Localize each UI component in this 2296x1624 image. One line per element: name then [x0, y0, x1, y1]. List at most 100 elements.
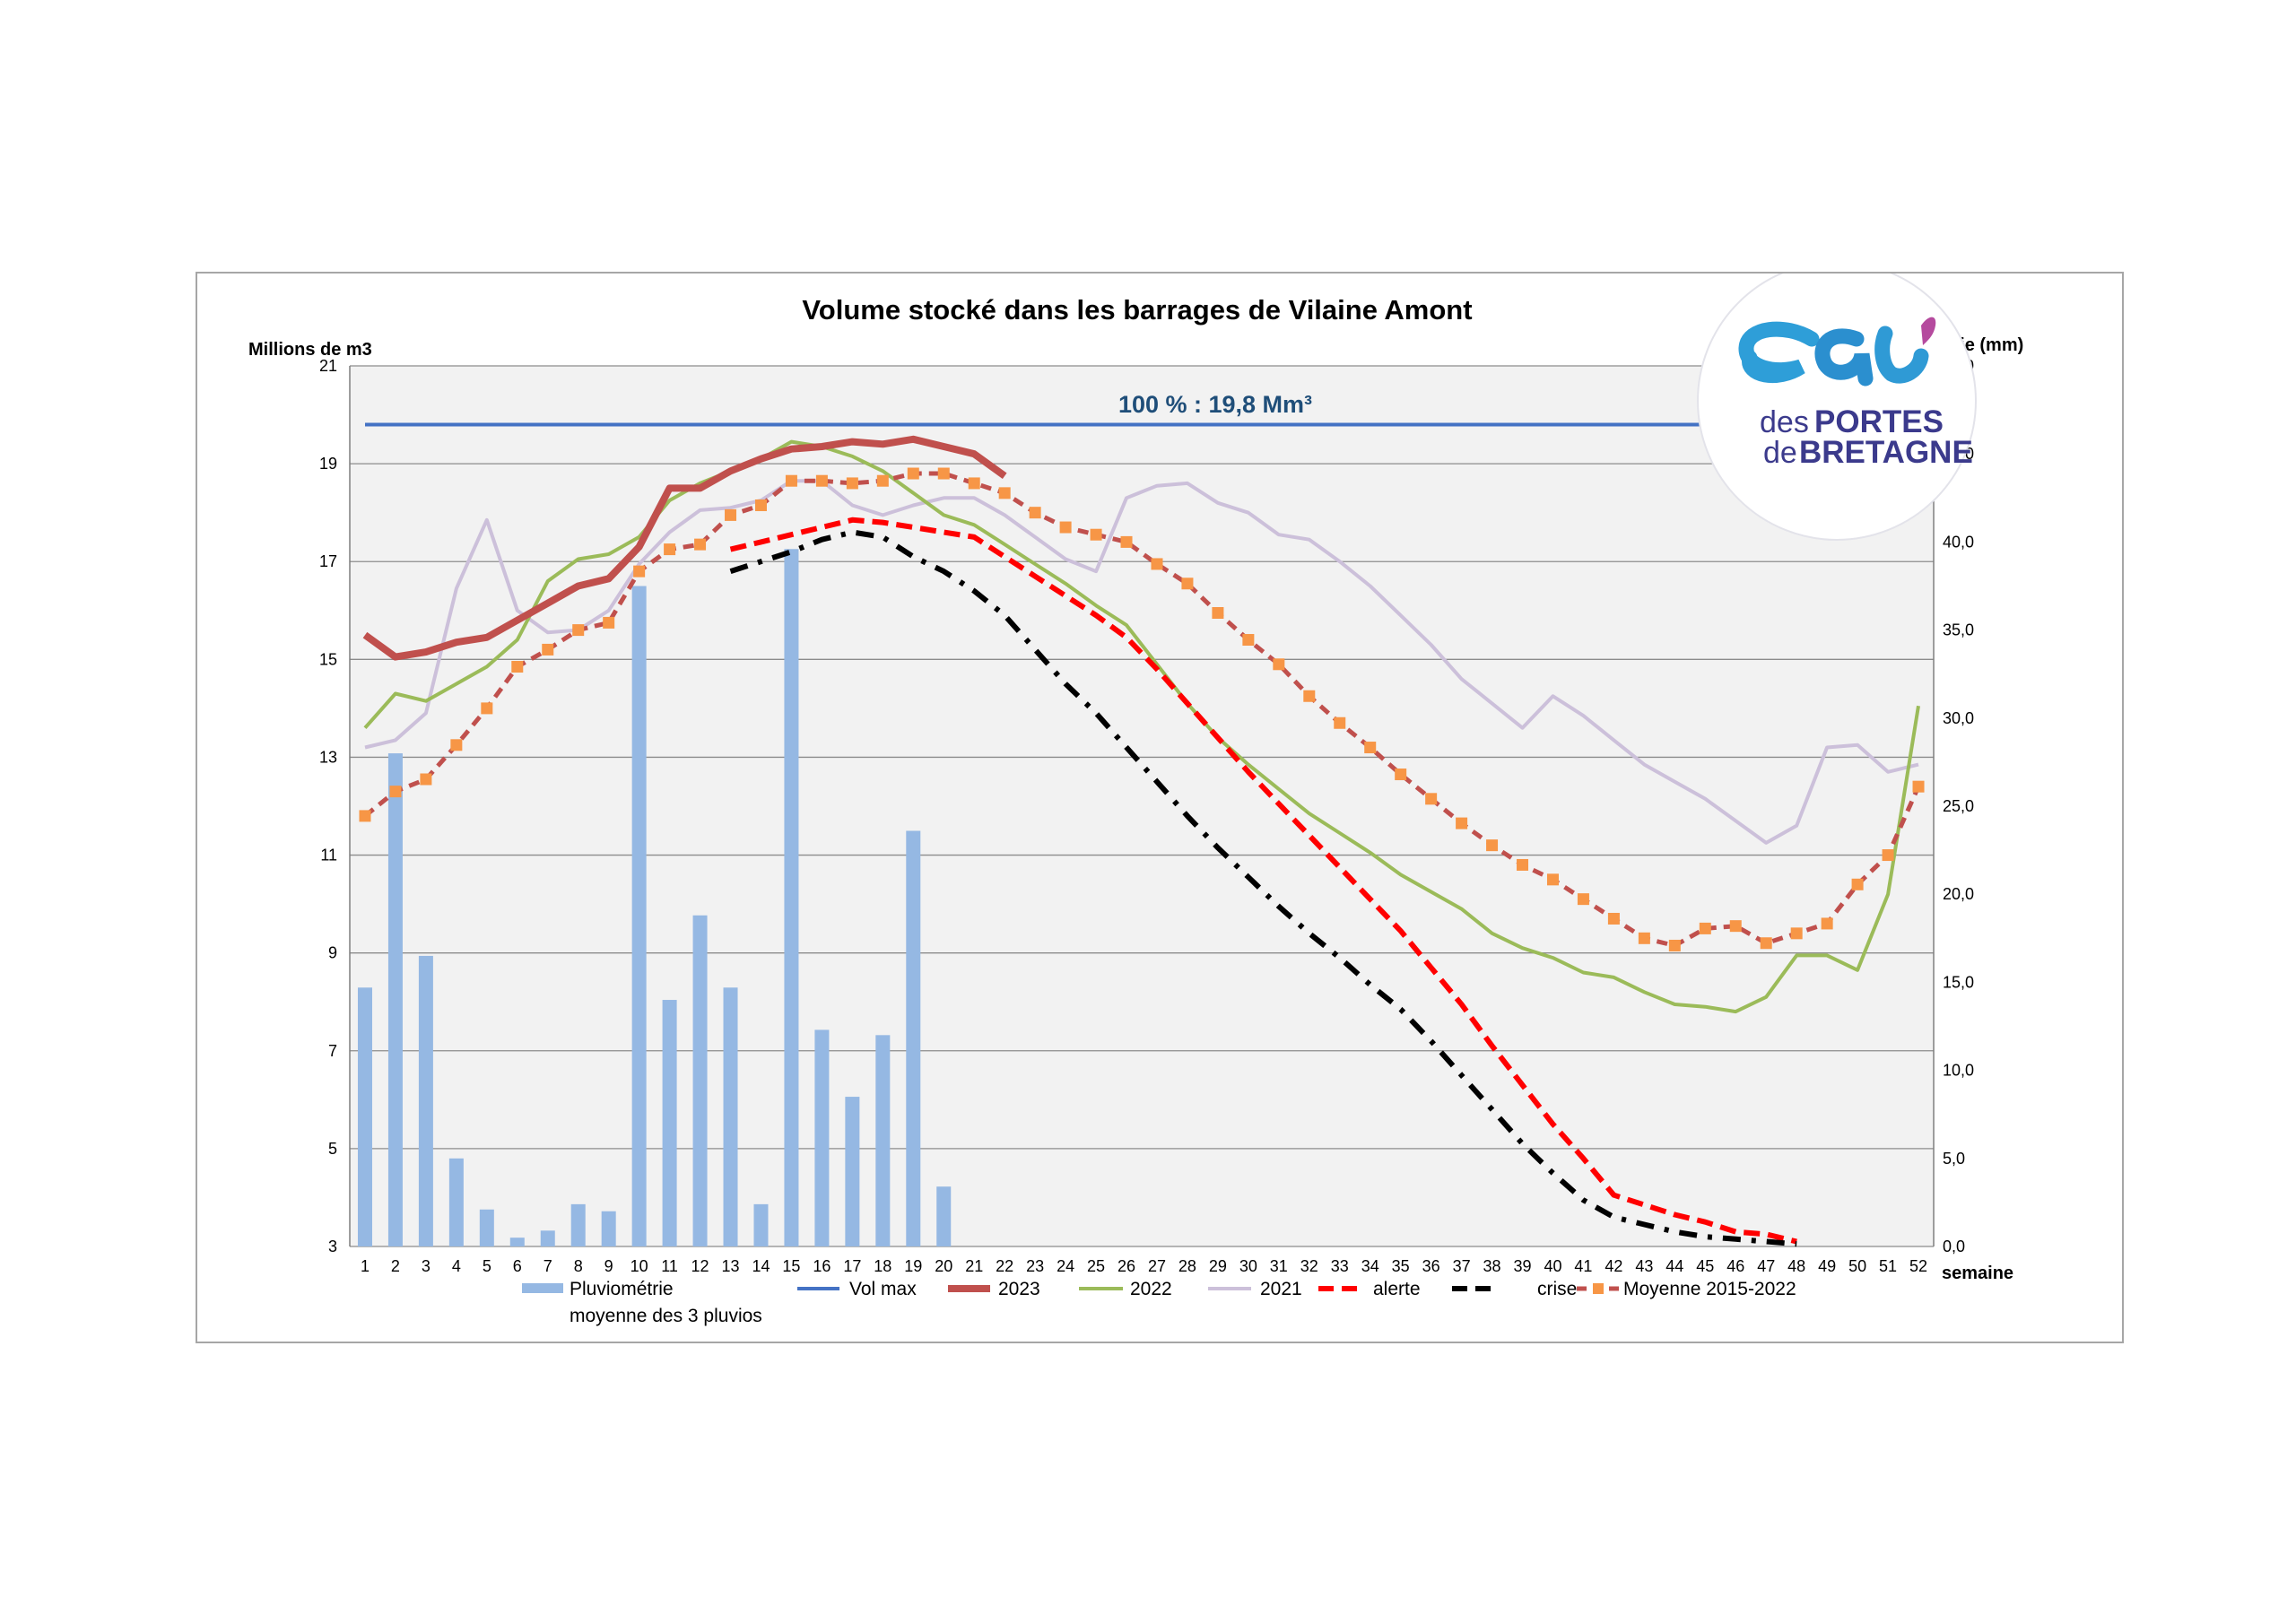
moyenne-marker — [694, 538, 707, 551]
rainfall-bar — [906, 830, 921, 1246]
moyenne-marker — [1517, 858, 1529, 871]
legend-item-moyenne: Moyenne 2015-2022 — [1577, 1279, 1796, 1299]
moyenne-marker — [1212, 607, 1224, 620]
moyenne-marker — [1912, 780, 1925, 793]
moyenne-marker — [725, 508, 737, 521]
moyenne-marker — [1790, 927, 1803, 940]
moyenne-marker — [1577, 893, 1589, 906]
x-tick-label: 12 — [691, 1257, 709, 1275]
series-line-2021 — [364, 479, 1919, 845]
y-tick-label: 3 — [328, 1238, 337, 1255]
moyenne-marker — [481, 702, 493, 715]
y2-tick-label: 40,0 — [1943, 533, 1974, 551]
y-tick-label: 5 — [328, 1140, 337, 1158]
logo-line-bretagne: BRETAGNE — [1799, 435, 1973, 470]
x-tick-label: 48 — [1787, 1257, 1805, 1275]
moyenne-marker — [1607, 912, 1620, 925]
y2-tick-label: 30,0 — [1943, 709, 1974, 727]
x-tick-label: 39 — [1514, 1257, 1532, 1275]
rainfall-bar — [570, 1203, 586, 1246]
legend-item-alerte: alerte — [1318, 1279, 1421, 1299]
moyenne-marker — [907, 467, 919, 480]
rainfall-bar — [418, 955, 433, 1246]
y-axis-label: Millions de m3 — [248, 340, 372, 360]
moyenne-marker — [1486, 839, 1499, 852]
legend-label-2023: 2023 — [998, 1279, 1040, 1299]
x-tick-label: 11 — [661, 1257, 678, 1275]
series-line-crise — [729, 529, 1797, 1247]
legend-label-vol-max: Vol max — [849, 1279, 917, 1299]
x-tick-label: 13 — [722, 1257, 740, 1275]
legend-label-2022: 2022 — [1130, 1279, 1172, 1299]
rainfall-bar — [692, 915, 708, 1246]
x-tick-label: 10 — [631, 1257, 648, 1275]
x-tick-label: 8 — [574, 1257, 583, 1275]
moyenne-marker — [603, 616, 615, 629]
y-tick-label: 11 — [320, 847, 337, 864]
chart-frame: 3 5 7 9 11 13 15 17 19 21 0,0 5,0 10,0 15,0 20,0 25,0 3… — [196, 272, 2124, 1343]
x-tick-label: 30 — [1239, 1257, 1257, 1275]
series-line-alerte — [729, 517, 1797, 1245]
y2-tick-label: 20,0 — [1943, 885, 1974, 903]
x-tick-label: 1 — [361, 1257, 370, 1275]
legend-item-rainfall: Pluviométrie moyenne des 3 pluvios — [522, 1279, 762, 1326]
x-tick-label: 36 — [1422, 1257, 1440, 1275]
legend-label-crise: crise — [1537, 1279, 1577, 1299]
x-tick-label: 29 — [1209, 1257, 1227, 1275]
x-tick-label: 14 — [752, 1257, 770, 1275]
moyenne-marker — [511, 661, 524, 673]
legend-label-rainfall-line2: moyenne des 3 pluvios — [570, 1306, 762, 1326]
x-tick-label: 26 — [1118, 1257, 1135, 1275]
rainfall-bar — [479, 1209, 494, 1246]
x-tick-label: 32 — [1300, 1257, 1318, 1275]
plot-area — [350, 366, 1934, 1246]
x-tick-label: 43 — [1635, 1257, 1653, 1275]
y2-tick-label: 5,0 — [1943, 1150, 1965, 1168]
x-tick-label: 28 — [1178, 1257, 1196, 1275]
moyenne-marker — [998, 487, 1011, 499]
x-tick-label: 47 — [1757, 1257, 1775, 1275]
x-tick-label: 25 — [1087, 1257, 1105, 1275]
series-line-2022 — [363, 439, 1920, 1014]
chart-title: Volume stocké dans les barrages de Vilai… — [802, 294, 1472, 326]
x-tick-label: 19 — [904, 1257, 922, 1275]
moyenne-marker — [1120, 535, 1133, 548]
rainfall-bar — [662, 1000, 677, 1246]
moyenne-marker — [1364, 742, 1377, 754]
logo-line-des: des — [1760, 405, 1809, 439]
y2-tick-label: 15,0 — [1943, 973, 1974, 991]
x-tick-label: 38 — [1483, 1257, 1501, 1275]
legend-item-2022: 2022 — [1079, 1279, 1172, 1299]
moyenne-marker — [1242, 634, 1255, 647]
x-tick-label: 22 — [996, 1257, 1013, 1275]
moyenne-marker — [1638, 932, 1650, 944]
x-tick-label: 23 — [1026, 1257, 1044, 1275]
rainfall-bar — [540, 1230, 555, 1246]
moyenne-marker — [1851, 878, 1864, 890]
x-tick-label: 51 — [1879, 1257, 1897, 1275]
legend-item-vol-max: Vol max — [797, 1279, 917, 1299]
moyenne-marker — [1303, 690, 1316, 702]
x-tick-label: 2 — [391, 1257, 400, 1275]
moyenne-marker — [1546, 873, 1559, 886]
x-tick-label: 3 — [422, 1257, 430, 1275]
moyenne-marker — [1395, 769, 1407, 781]
rainfall-bar — [814, 1029, 830, 1246]
rainfall-bar — [357, 987, 372, 1246]
x-tick-label: 34 — [1361, 1257, 1379, 1275]
logo-line-portes: PORTES — [1814, 404, 1944, 439]
legend-marker-moyenne — [1593, 1283, 1604, 1294]
y-tick-label: 9 — [328, 944, 337, 962]
moyenne-marker — [785, 474, 797, 487]
x-tick-label: 50 — [1848, 1257, 1866, 1275]
eau-wordmark-icon — [1738, 317, 1936, 386]
x-axis-ticks: 1 2 3 4 5 6 7 8 9 10 11 12 13 14 15 16 17 18 19 20 21 22 23 24 2… — [361, 1257, 1927, 1275]
moyenne-marker — [542, 643, 554, 656]
x-tick-label: 18 — [874, 1257, 891, 1275]
grid — [349, 365, 1935, 1247]
vol-max-annotation: 100 % : 19,8 Mm³ — [1118, 391, 1312, 418]
moyenne-marker — [1090, 528, 1102, 541]
x-tick-label: 41 — [1574, 1257, 1592, 1275]
left-axis-ticks: 3 5 7 9 11 13 15 17 19 21 — [319, 357, 337, 1255]
